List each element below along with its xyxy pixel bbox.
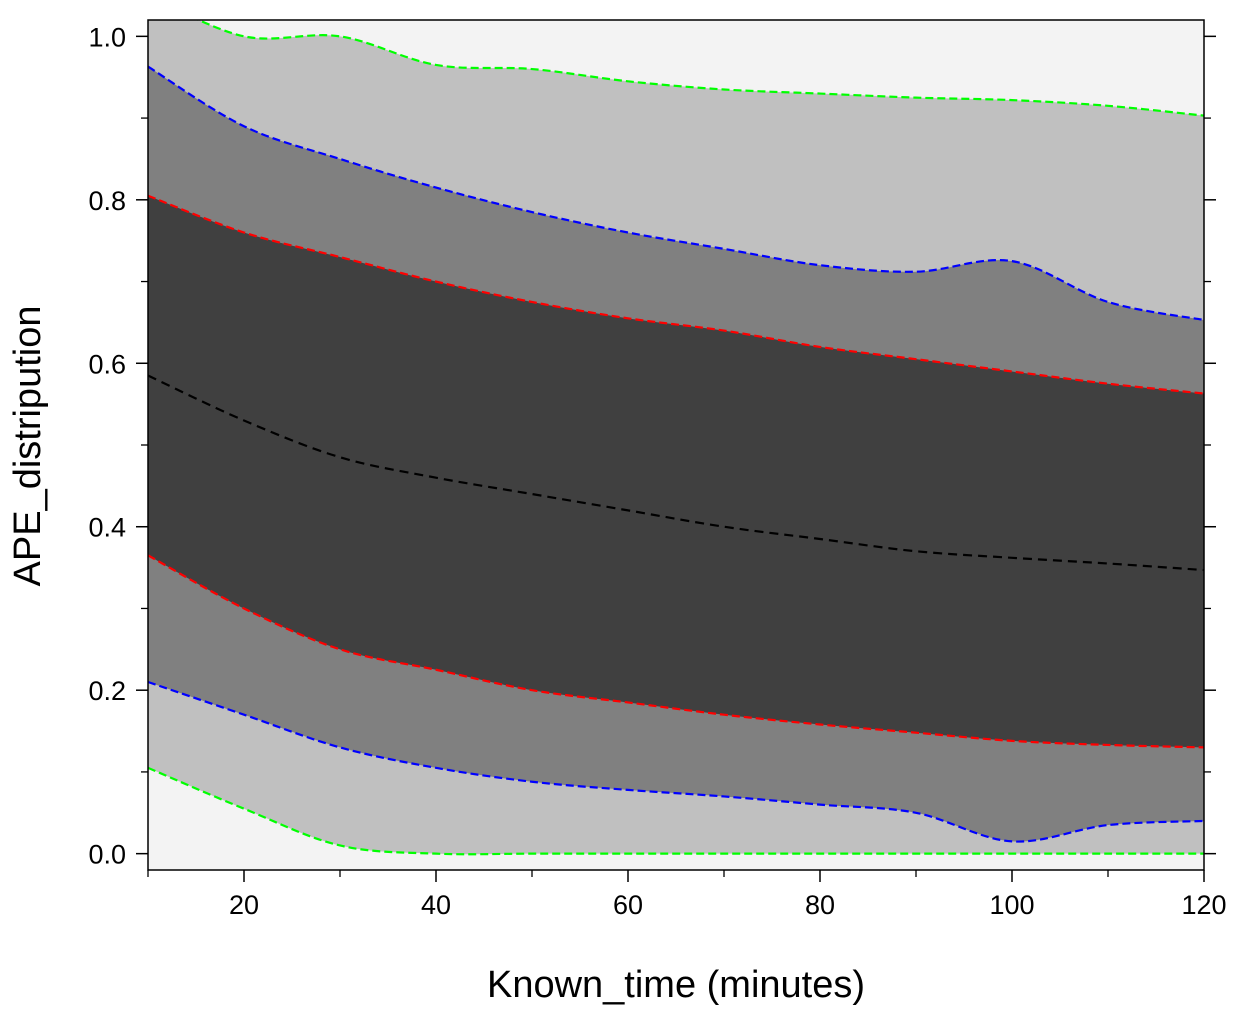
- inner-band: [148, 195, 1204, 748]
- y-tick-label: 0.4: [88, 513, 126, 543]
- line-outer-upper: [196, 20, 1204, 117]
- y-axis-title: APE_distripution: [7, 306, 49, 587]
- x-tick-label: 60: [613, 890, 643, 920]
- x-axis-title: Known_time (minutes): [487, 964, 865, 1006]
- y-tick-label: 1.0: [88, 22, 126, 52]
- confidence-bands: [148, 20, 1204, 855]
- line-mid-upper: [148, 65, 1204, 322]
- axis-ticks: 20 40 60 80 100 120 0.0 0.2 0.4 0.6 0.8 1.0: [88, 22, 1226, 920]
- x-tick-label: 120: [1181, 890, 1226, 920]
- line-outer-lower: [148, 766, 1204, 856]
- line-inner-lower: [148, 554, 1204, 749]
- line-inner-upper: [148, 194, 1204, 395]
- y-tick-label: 0.8: [88, 186, 126, 216]
- bound-lines: [148, 20, 1204, 856]
- line-median: [148, 374, 1204, 572]
- y-tick-label: 0.0: [88, 840, 126, 870]
- x-tick-label: 20: [229, 890, 259, 920]
- line-mid-lower: [148, 680, 1204, 843]
- x-tick-label: 80: [805, 890, 835, 920]
- x-tick-label: 40: [421, 890, 451, 920]
- y-tick-label: 0.2: [88, 676, 126, 706]
- x-tick-label: 100: [989, 890, 1034, 920]
- y-tick-label: 0.6: [88, 349, 126, 379]
